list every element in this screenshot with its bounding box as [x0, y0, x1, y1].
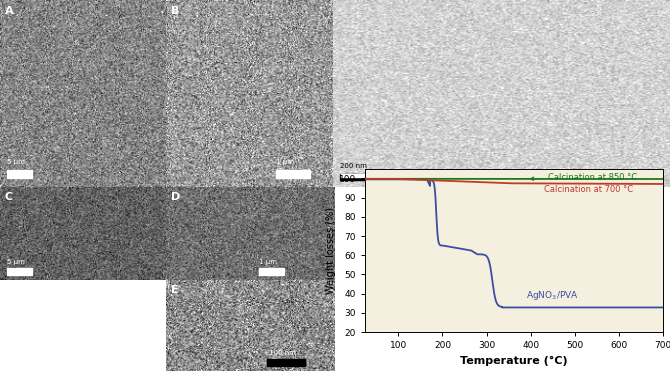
Text: 5 μm: 5 μm: [7, 159, 25, 165]
Bar: [342, 174, 375, 177]
Text: B: B: [172, 6, 180, 16]
Bar: [7, 171, 31, 178]
Text: 200 nm: 200 nm: [340, 162, 366, 168]
Text: AgNO$_3$/PVA: AgNO$_3$/PVA: [527, 289, 579, 302]
Y-axis label: Weight losses (%): Weight losses (%): [326, 207, 336, 294]
Text: D: D: [172, 192, 180, 202]
Text: 1 μm: 1 μm: [276, 159, 294, 165]
Text: 5 μm: 5 μm: [7, 259, 25, 265]
Bar: [267, 359, 305, 365]
Bar: [340, 174, 380, 180]
Bar: [276, 171, 310, 178]
Text: 100 nm: 100 nm: [269, 351, 296, 357]
Text: E: E: [172, 285, 179, 295]
Text: Calcination at 700 °C: Calcination at 700 °C: [544, 185, 633, 194]
Text: C: C: [5, 192, 13, 202]
Text: 1 μm: 1 μm: [259, 259, 277, 265]
Text: A: A: [5, 6, 13, 16]
Bar: [259, 268, 284, 275]
Bar: [7, 268, 31, 275]
X-axis label: Temperature (°C): Temperature (°C): [460, 356, 568, 366]
Text: Calcination at 850 °C: Calcination at 850 °C: [531, 173, 638, 182]
